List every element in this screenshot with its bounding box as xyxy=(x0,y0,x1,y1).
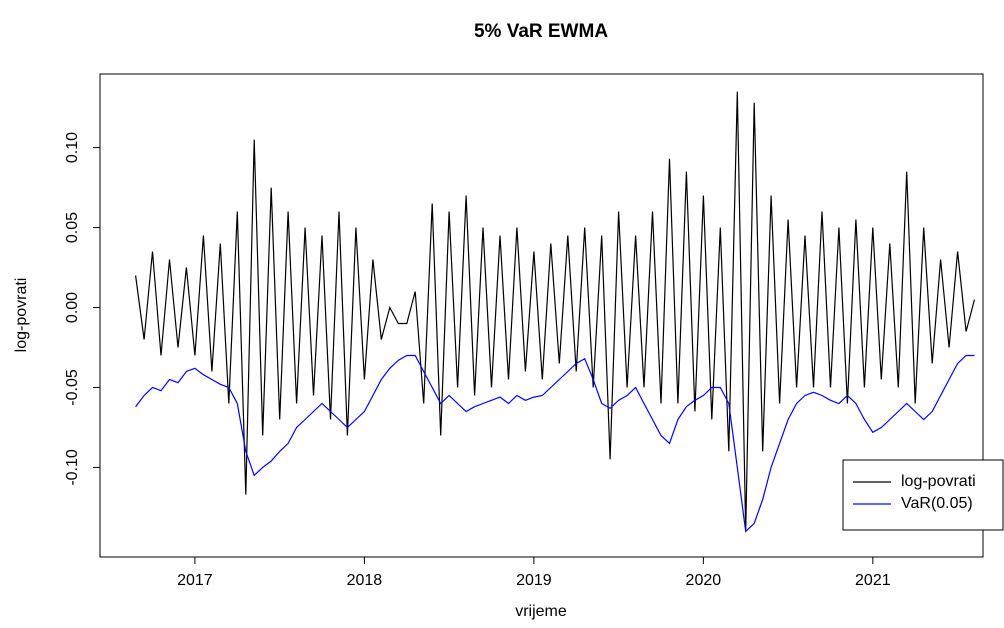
y-tick-label: -0.05 xyxy=(64,369,81,406)
y-tick-label: -0.10 xyxy=(64,449,81,486)
x-tick-label: 2017 xyxy=(177,572,213,589)
y-tick-label: 0.00 xyxy=(64,292,81,323)
chart-title: 5% VaR EWMA xyxy=(474,21,608,42)
x-tick-label: 2020 xyxy=(686,572,722,589)
x-axis-label: vrijeme xyxy=(515,603,567,620)
plot-frame xyxy=(99,73,984,558)
y-tick-label: 0.10 xyxy=(64,132,81,163)
series-line xyxy=(135,91,976,532)
x-tick-label: 2018 xyxy=(347,572,383,589)
series-line xyxy=(135,354,975,533)
legend-label: log-povrati xyxy=(901,473,976,490)
y-tick-label: 0.05 xyxy=(64,212,81,243)
legend-box xyxy=(842,459,1004,531)
y-axis-label: log-povrati xyxy=(13,278,30,353)
x-tick-label: 2021 xyxy=(855,572,891,589)
legend-label: VaR(0.05) xyxy=(901,495,973,512)
x-tick-label: 2019 xyxy=(516,572,552,589)
